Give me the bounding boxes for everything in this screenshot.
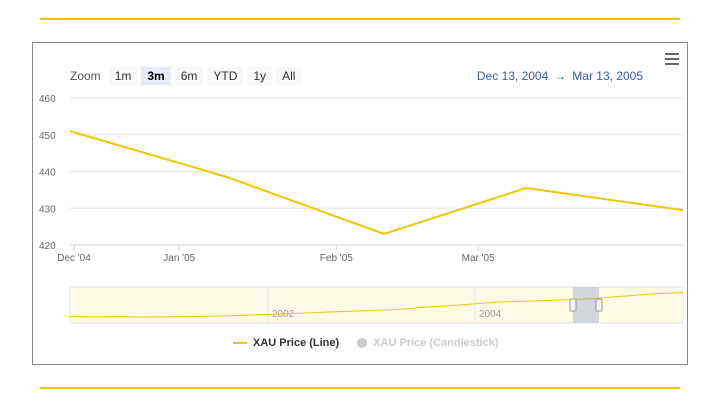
range-arrow: → — [554, 69, 567, 83]
date-range-display: Dec 13, 2004 → Mar 13, 2005 — [477, 69, 643, 83]
y-tick-label: 420 — [39, 241, 56, 252]
navigator-label: 2002 — [272, 309, 295, 320]
range-from-input[interactable]: Dec 13, 2004 — [476, 69, 549, 83]
legend-label-line: XAU Price (Line) — [253, 337, 340, 349]
zoom-3m-button[interactable]: 3m — [141, 67, 171, 85]
legend-item-line[interactable]: XAU Price (Line) — [233, 337, 339, 349]
chart-legend: XAU Price (Line) XAU Price (Candlestick) — [233, 337, 499, 349]
bottom-divider — [40, 387, 680, 389]
legend-label-candlestick: XAU Price (Candlestick) — [373, 337, 499, 349]
y-tick-label: 460 — [39, 94, 56, 105]
navigator-series-line — [69, 292, 684, 318]
x-tick-label: Feb '05 — [320, 253, 353, 264]
zoom-selector: Zoom 1m 3m 6m YTD 1y All — [70, 67, 302, 85]
zoom-label: Zoom — [70, 69, 101, 83]
stock-chart: 420 430 440 450 460 Dec '04 Jan '05 Feb '05 Mar … — [32, 42, 688, 365]
navigator-label: 2004 — [479, 309, 502, 320]
navigator-right-handle[interactable] — [595, 298, 603, 312]
legend-item-candlestick[interactable]: XAU Price (Candlestick) — [357, 337, 499, 349]
candlestick-series-swatch — [357, 338, 368, 348]
navigator-left-handle[interactable] — [569, 298, 577, 312]
zoom-1y-button[interactable]: 1y — [247, 67, 273, 85]
zoom-ytd-button[interactable]: YTD — [207, 67, 244, 85]
zoom-6m-button[interactable]: 6m — [174, 67, 204, 85]
range-to-input[interactable]: Mar 13, 2005 — [572, 69, 643, 83]
y-tick-label: 440 — [39, 168, 56, 179]
top-divider — [40, 18, 680, 20]
zoom-all-button[interactable]: All — [276, 67, 302, 85]
y-tick-label: 430 — [39, 204, 56, 215]
zoom-1m-button[interactable]: 1m — [108, 67, 138, 85]
x-tick-label: Jan '05 — [163, 253, 195, 264]
x-tick-label: Mar '05 — [462, 253, 495, 264]
chart-canvas: 420 430 440 450 460 Dec '04 Jan '05 Feb '05 Mar … — [39, 94, 684, 324]
hamburger-menu-icon[interactable] — [665, 53, 679, 65]
series-line-xau-price — [69, 130, 684, 235]
navigator-selection — [573, 287, 599, 323]
y-tick-label: 450 — [39, 131, 56, 142]
line-series-swatch — [233, 342, 247, 344]
x-tick-label: Dec '04 — [57, 253, 91, 264]
